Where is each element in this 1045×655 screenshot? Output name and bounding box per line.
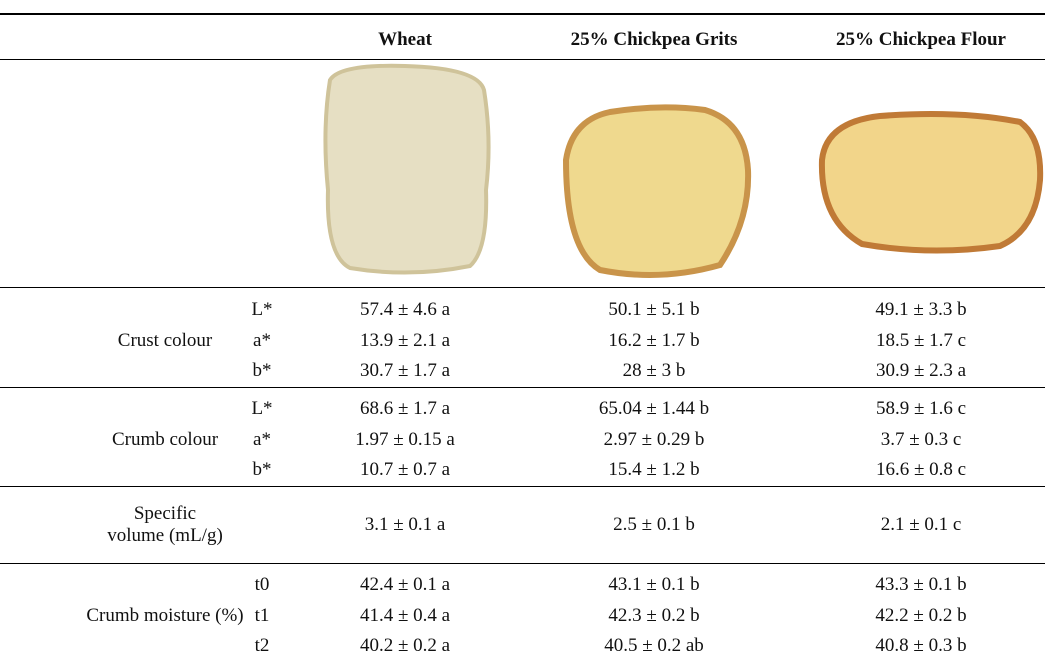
cell-value: 16.2 ± 1.7 b — [608, 330, 699, 352]
group-rule — [0, 387, 1045, 388]
cell-value: 40.2 ± 0.2 a — [360, 635, 450, 655]
group-label: Specific volume (mL/g) — [106, 503, 224, 547]
cell-value: 68.6 ± 1.7 a — [360, 398, 450, 420]
cell-value: 65.04 ± 1.44 b — [599, 398, 709, 420]
cell-value: 49.1 ± 3.3 b — [875, 299, 966, 321]
cell-value: 15.4 ± 1.2 b — [608, 459, 699, 481]
grits-bread — [566, 107, 748, 275]
parameter: a* — [253, 429, 271, 451]
cell-value: 41.4 ± 0.4 a — [360, 605, 450, 627]
cell-value: 43.1 ± 0.1 b — [608, 574, 699, 596]
column-header: 25% Chickpea Grits — [571, 29, 738, 51]
cell-value: 2.1 ± 0.1 c — [881, 514, 962, 536]
parameter: t2 — [255, 635, 270, 655]
cell-value: 40.8 ± 0.3 b — [875, 635, 966, 655]
group-label: Crumb colour — [112, 429, 218, 451]
cell-value: 13.9 ± 2.1 a — [360, 330, 450, 352]
parameter: a* — [253, 330, 271, 352]
cell-value: 28 ± 3 b — [623, 360, 686, 382]
cell-value: 3.7 ± 0.3 c — [881, 429, 962, 451]
cell-value: 2.5 ± 0.1 b — [613, 514, 695, 536]
cell-value: 16.6 ± 0.8 c — [876, 459, 966, 481]
cell-value: 2.97 ± 0.29 b — [604, 429, 705, 451]
cell-value: 1.97 ± 0.15 a — [355, 429, 455, 451]
column-header: 25% Chickpea Flour — [836, 29, 1006, 51]
group-rule — [0, 486, 1045, 487]
group-label: Crumb moisture (%) — [86, 605, 243, 627]
wheat-bread — [325, 66, 488, 273]
group-rule — [0, 563, 1045, 564]
cell-value: 58.9 ± 1.6 c — [876, 398, 966, 420]
table-page: Wheat 25% Chickpea Grits 25% Chickpea Flou… — [0, 0, 1045, 655]
top-rule — [0, 13, 1045, 15]
cell-value: 30.7 ± 1.7 a — [360, 360, 450, 382]
cell-value: 50.1 ± 5.1 b — [608, 299, 699, 321]
bread-photos — [0, 60, 1045, 290]
parameter: t0 — [255, 574, 270, 596]
cell-value: 40.5 ± 0.2 ab — [604, 635, 704, 655]
parameter: b* — [253, 360, 272, 382]
cell-value: 57.4 ± 4.6 a — [360, 299, 450, 321]
cell-value: 42.4 ± 0.1 a — [360, 574, 450, 596]
parameter: L* — [251, 398, 272, 420]
cell-value: 43.3 ± 0.1 b — [875, 574, 966, 596]
parameter: L* — [251, 299, 272, 321]
cell-value: 30.9 ± 2.3 a — [876, 360, 966, 382]
group-label: Crust colour — [118, 330, 212, 352]
cell-value: 42.3 ± 0.2 b — [608, 605, 699, 627]
parameter: b* — [253, 459, 272, 481]
image-rule — [0, 287, 1045, 288]
flour-bread — [822, 114, 1040, 251]
cell-value: 18.5 ± 1.7 c — [876, 330, 966, 352]
column-header: Wheat — [378, 29, 432, 51]
cell-value: 10.7 ± 0.7 a — [360, 459, 450, 481]
cell-value: 42.2 ± 0.2 b — [875, 605, 966, 627]
parameter: t1 — [255, 605, 270, 627]
cell-value: 3.1 ± 0.1 a — [365, 514, 446, 536]
